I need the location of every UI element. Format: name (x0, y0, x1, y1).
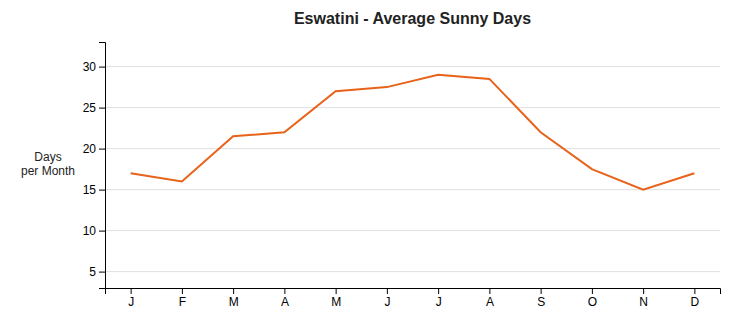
tick: 10 (83, 224, 105, 238)
tick-label: S (537, 295, 545, 309)
line (131, 75, 695, 190)
tick: 15 (83, 183, 105, 197)
plot: J F M A M J J A S O N D 5 10 15 20 25 30 (83, 43, 721, 309)
tick-mark (438, 288, 439, 294)
tick: A (281, 288, 289, 309)
tick-label: A (486, 295, 494, 309)
tick-label: M (229, 295, 239, 309)
tick-label: F (179, 295, 186, 309)
tick-mark (131, 288, 132, 294)
grid-line (105, 189, 720, 190)
tick-mark (541, 288, 542, 294)
tick-mark (99, 108, 105, 109)
tick-mark (489, 288, 490, 294)
tick-mark (99, 67, 105, 68)
tick-label: J (436, 295, 442, 309)
tick-mark (694, 288, 695, 294)
tick: 20 (83, 142, 105, 156)
tick-label: A (281, 295, 289, 309)
tick: J (128, 288, 134, 309)
tick-label: 10 (83, 224, 97, 238)
tick-mark (233, 288, 234, 294)
grid-line (105, 271, 720, 272)
tick-label: 5 (89, 265, 96, 279)
tick: S (537, 288, 545, 309)
tick-label: 15 (83, 183, 97, 197)
x-axis: JFMAMJJASOND (106, 288, 721, 309)
grid-line (105, 66, 720, 67)
tick-mark (182, 288, 183, 294)
tick-mark (643, 288, 644, 294)
tick-label: N (639, 295, 648, 309)
tick: N (639, 288, 648, 309)
tick-label: O (588, 295, 597, 309)
tick-label: 25 (83, 101, 97, 115)
tick-mark (336, 288, 337, 294)
tick: 30 (83, 60, 105, 74)
axis-line (106, 289, 721, 295)
tick-mark (99, 190, 105, 191)
tick-label: D (691, 295, 700, 309)
tick: J (384, 288, 390, 309)
grid (105, 67, 720, 272)
tick-label: J (128, 295, 134, 309)
tick: F (179, 288, 186, 309)
tick-label: M (331, 295, 341, 309)
grid-line (105, 107, 720, 108)
grid-line (105, 230, 720, 231)
tick-mark (592, 288, 593, 294)
grid-line (105, 148, 720, 149)
tick-label: 30 (83, 60, 97, 74)
tick-mark (99, 149, 105, 150)
title: Eswatini - Average Sunny Days (294, 10, 531, 27)
y-axis-title: Daysper Month (21, 150, 75, 178)
tick: O (588, 288, 597, 309)
tick: J (436, 288, 442, 309)
tick-mark (284, 288, 285, 294)
tick: 5 (89, 265, 105, 279)
tick-label: 20 (83, 142, 97, 156)
marks (131, 75, 695, 190)
tick-mark (99, 272, 105, 273)
tick-label: J (384, 295, 390, 309)
tick: A (486, 288, 494, 309)
chart: J F M A M J J A S O N D 5 10 15 20 25 30 Eswatini - Averag… (0, 0, 740, 318)
tick: M (331, 288, 341, 309)
axis-line (99, 43, 106, 289)
tick-mark (387, 288, 388, 294)
tick: D (691, 288, 700, 309)
tick: 25 (83, 101, 105, 115)
tick: M (229, 288, 239, 309)
y-axis: 5 10 15 20 25 30 (83, 43, 106, 289)
tick-mark (99, 231, 105, 232)
